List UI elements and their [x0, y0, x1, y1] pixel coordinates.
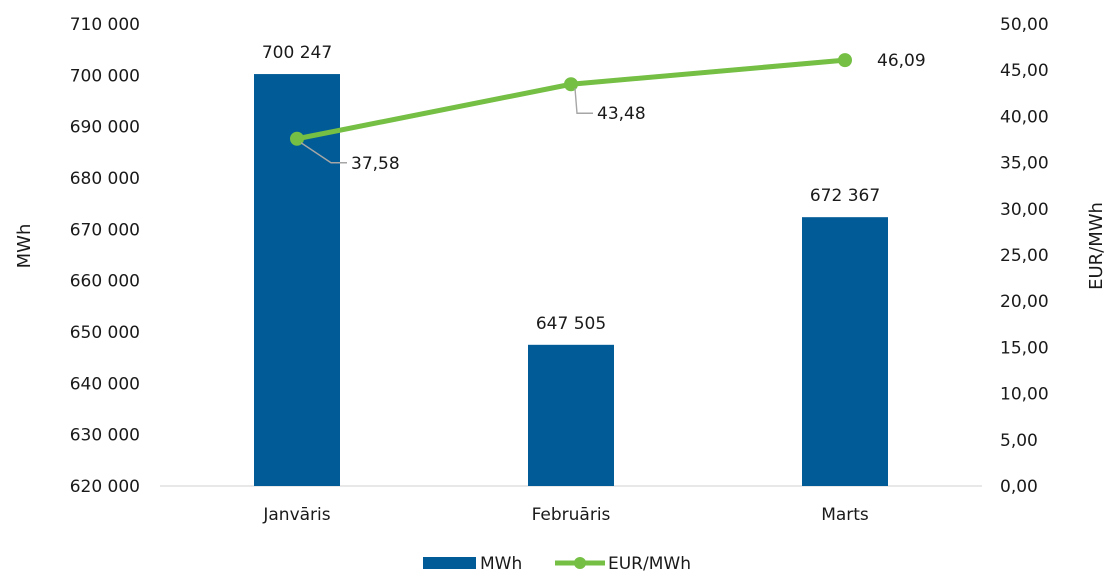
y-left-tick-label: 640 000	[70, 374, 140, 394]
y-right-tick-label: 30,00	[1000, 200, 1049, 220]
y-left-tick-label: 700 000	[70, 66, 140, 86]
y-left-tick-label: 680 000	[70, 169, 140, 189]
y-right-tick-label: 0,00	[1000, 477, 1038, 497]
line-data-label: 37,58	[351, 154, 400, 174]
left-axis-ticks: 620 000 630 000 640 000 650 000 660 000 670 0…	[70, 15, 140, 497]
bar-data-label: 700 247	[262, 43, 332, 63]
legend-swatch-eur-mwh-marker	[574, 557, 586, 569]
line-series-eur-mwh	[290, 53, 852, 146]
y-left-tick-label: 620 000	[70, 477, 140, 497]
line-path	[296, 57, 846, 142]
y-left-tick-label: 670 000	[70, 220, 140, 240]
y-left-tick-label: 650 000	[70, 323, 140, 343]
line-data-label: 43,48	[597, 104, 646, 124]
legend: MWh EUR/MWh	[423, 554, 691, 571]
line-point	[564, 77, 578, 92]
line-label-leader	[300, 142, 347, 164]
line-point	[290, 131, 304, 146]
y-right-tick-label: 10,00	[1000, 385, 1049, 405]
y-right-tick-label: 40,00	[1000, 107, 1049, 127]
line-label-leader	[574, 88, 593, 114]
right-axis-ticks: 0,00 5,00 10,00 15,00 20,00 25,00 30,00 35,00 40…	[1000, 15, 1049, 497]
y-right-tick-label: 50,00	[1000, 15, 1049, 35]
bar	[802, 217, 888, 486]
line-data-label: 46,09	[877, 51, 926, 71]
legend-swatch-mwh	[423, 557, 476, 569]
bar-data-labels: 700 247 647 505 672 367	[262, 43, 880, 334]
legend-label-eur-mwh: EUR/MWh	[608, 554, 691, 571]
y-axis-right-title: EUR/MWh	[1086, 202, 1107, 290]
line-point	[838, 53, 852, 68]
x-tick-label: Februāris	[532, 505, 611, 525]
x-tick-label: Janvāris	[262, 505, 330, 525]
bar-series-mwh	[254, 74, 888, 486]
line-data-labels: 37,58 43,48 46,09	[300, 51, 926, 174]
y-right-tick-label: 20,00	[1000, 292, 1049, 312]
y-right-tick-label: 5,00	[1000, 431, 1038, 451]
y-left-tick-label: 690 000	[70, 118, 140, 138]
x-axis-ticks: Janvāris Februāris Marts	[262, 505, 869, 525]
y-right-tick-label: 45,00	[1000, 61, 1049, 81]
y-right-tick-label: 35,00	[1000, 154, 1049, 174]
y-axis-left-title: MWh	[14, 224, 35, 269]
y-right-tick-label: 15,00	[1000, 338, 1049, 358]
y-left-tick-label: 660 000	[70, 272, 140, 292]
legend-label-mwh: MWh	[480, 554, 522, 571]
y-left-tick-label: 710 000	[70, 15, 140, 35]
y-left-tick-label: 630 000	[70, 426, 140, 446]
bar-data-label: 672 367	[810, 186, 880, 206]
y-right-tick-label: 25,00	[1000, 246, 1049, 266]
bar	[528, 344, 614, 486]
x-tick-label: Marts	[821, 505, 869, 525]
bar-data-label: 647 505	[536, 314, 606, 334]
